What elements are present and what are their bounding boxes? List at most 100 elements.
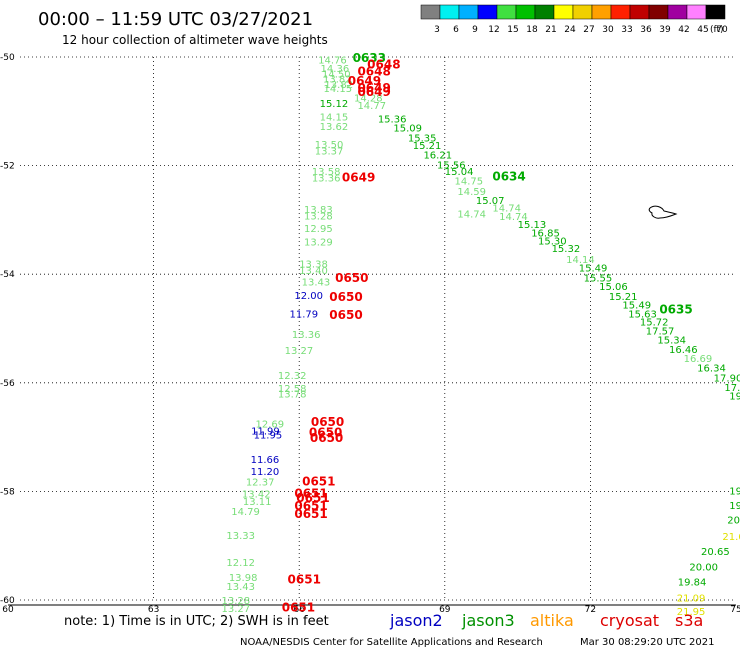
- wave-height-label: 14.79: [231, 507, 260, 518]
- wave-height-label: 11.20: [251, 467, 280, 478]
- footer-timestamp: Mar 30 08:29:20 UTC 2021: [580, 637, 715, 648]
- scale-swatch: [515, 4, 536, 20]
- wave-height-label: 17.90: [714, 373, 740, 384]
- wave-height-label: 13.36: [292, 330, 321, 341]
- y-tick-label: -50: [0, 53, 15, 63]
- scale-swatch: [686, 4, 707, 20]
- scale-swatch: [705, 4, 726, 20]
- scale-swatch: [591, 4, 612, 20]
- wave-height-label: 12.00: [294, 291, 323, 302]
- chart-title: 00:00 – 11:59 UTC 03/27/2021: [38, 9, 313, 30]
- wave-height-label: 14.74: [492, 203, 521, 214]
- wave-height-label: 14.14: [566, 255, 595, 266]
- scale-swatch: [553, 4, 574, 20]
- wave-height-label: 17.57: [646, 327, 675, 338]
- wave-height-label: 13.82: [323, 75, 352, 86]
- wave-height-label: 17.6: [724, 383, 740, 394]
- wave-height-label: 13.36: [312, 174, 341, 185]
- pass-time-label: 0634: [492, 169, 525, 183]
- wave-height-label: 13.38: [299, 259, 328, 270]
- wave-height-label: 15.21: [413, 141, 442, 152]
- scale-swatch: [572, 4, 593, 20]
- scale-tick-label: 24: [564, 25, 576, 35]
- wave-height-label: 16.21: [423, 151, 452, 162]
- wave-height-label: 15.49: [622, 301, 651, 312]
- axis-ticks: 60 63 66 69 72 75 -50 -52 -54 -56 -58 -60: [0, 53, 740, 615]
- scale-swatch: [667, 4, 688, 20]
- scale-swatch: [629, 4, 650, 20]
- wave-height-label: 15.34: [657, 335, 686, 346]
- wave-height-label: 21.62: [722, 532, 740, 543]
- scale-tick-label: 42: [678, 25, 689, 35]
- scale-tick-label: 18: [526, 25, 538, 35]
- y-tick-label: -58: [0, 487, 15, 497]
- wave-height-label: 14.15: [320, 113, 349, 124]
- pass-time-label: 0650: [329, 290, 362, 304]
- wave-height-label: 12.12: [226, 558, 255, 569]
- wave-height-label: 15.32: [552, 244, 581, 255]
- wave-height-label: 12.95: [304, 224, 333, 235]
- wave-height-label: 12.32: [278, 371, 307, 382]
- wave-height-label: 15.06: [599, 282, 628, 293]
- scale-swatch: [420, 4, 441, 20]
- scale-tick-label: 12: [488, 25, 499, 35]
- pass-time-label: 0648: [367, 58, 400, 72]
- wave-height-label: 20.4: [727, 516, 740, 527]
- x-tick-label: 63: [148, 605, 159, 615]
- wave-height-label: 13.29: [304, 238, 333, 249]
- footer-note: note: 1) Time is in UTC; 2) SWH is in fe…: [64, 614, 329, 629]
- wave-height-label: 14.76: [318, 56, 347, 67]
- pass-time-label: 0633: [353, 51, 386, 65]
- wave-height-label: 15.35: [408, 133, 437, 144]
- scale-tick-label: 15: [507, 25, 518, 35]
- scale-swatch: [458, 4, 479, 20]
- wave-height-label: 13.50: [315, 140, 344, 151]
- satellite-legend: jason2 jason3 altika cryosat s3a: [389, 611, 703, 630]
- wave-height-label: 15.49: [579, 264, 608, 275]
- scale-swatch: [496, 4, 517, 20]
- wave-height-label: 14.36: [321, 64, 350, 75]
- scale-tick-label: 45: [697, 25, 708, 35]
- wave-height-label: 13.82: [324, 80, 353, 91]
- wave-height-label: 13.78: [278, 390, 307, 401]
- wave-height-label: 13.43: [302, 277, 331, 288]
- pass-time-label: 0651: [294, 486, 327, 500]
- pass-time-label: 0649: [342, 170, 375, 184]
- wave-height-label: 11.95: [254, 430, 283, 441]
- scale-swatch: [534, 4, 555, 20]
- wave-height-label: 15.07: [476, 196, 505, 207]
- wave-height-label: 11.99: [251, 427, 280, 438]
- chart-subtitle: 12 hour collection of altimeter wave hei…: [62, 33, 328, 47]
- wave-height-label: 11.66: [251, 455, 280, 466]
- pass-time-label: 0651: [288, 572, 321, 586]
- wave-height-label: 12.69: [256, 420, 285, 431]
- wave-height-label: 13.11: [243, 497, 272, 508]
- grid-lines: [20, 56, 736, 601]
- wave-height-label: 13.43: [226, 582, 255, 593]
- wave-height-label: 13.28: [222, 596, 251, 607]
- y-tick-label: -56: [0, 379, 15, 389]
- y-tick-label: -52: [0, 162, 15, 172]
- scale-unit-label: (ft): [710, 25, 724, 35]
- pass-time-label: 0648: [357, 65, 390, 79]
- scale-tick-label: 27: [583, 25, 594, 35]
- scale-swatch: [648, 4, 669, 20]
- scale-swatch: [477, 4, 498, 20]
- wave-height-label: 19.: [729, 501, 740, 512]
- wave-height-label: 15.63: [628, 309, 657, 320]
- wave-height-label: 13.28: [304, 212, 333, 223]
- wave-height-label: 15.21: [609, 292, 638, 303]
- wave-height-label: 13.83: [304, 205, 333, 216]
- satellite-legend-jason3: jason3: [461, 611, 515, 630]
- wave-height-label: 14.77: [357, 101, 386, 112]
- wave-height-label: 12.37: [246, 478, 275, 489]
- wave-height-label: 19: [729, 486, 740, 497]
- pass-time-label: 0649: [348, 74, 381, 88]
- x-tick-label: 75: [730, 605, 740, 615]
- scale-tick-label: 30: [602, 25, 614, 35]
- wave-height-label: 11.79: [289, 309, 318, 320]
- wave-height-label: 14.15: [323, 84, 352, 95]
- scale-tick-label: 9: [472, 25, 478, 35]
- wave-height-label: 14.50: [322, 69, 351, 80]
- pass-time-label: 0650: [310, 431, 343, 445]
